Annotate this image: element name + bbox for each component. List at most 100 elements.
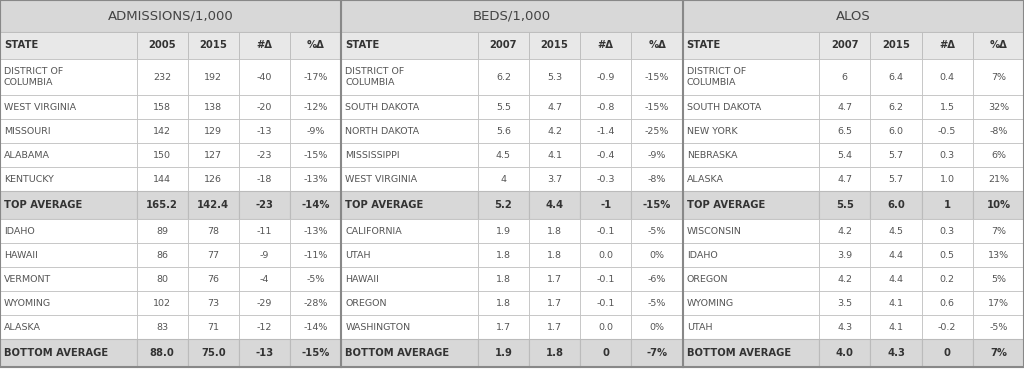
Text: 0.5: 0.5 — [940, 250, 954, 259]
Bar — [187, 267, 239, 291]
Text: BOTTOM AVERAGE: BOTTOM AVERAGE — [345, 348, 450, 358]
Text: 5.3: 5.3 — [547, 73, 562, 81]
Bar — [973, 119, 1024, 143]
Bar — [290, 219, 341, 243]
Bar — [290, 167, 341, 191]
Bar — [341, 119, 478, 143]
Text: -1: -1 — [600, 200, 611, 210]
Text: 4.4: 4.4 — [889, 250, 903, 259]
Bar — [870, 32, 922, 59]
Bar — [632, 219, 683, 243]
Bar — [973, 339, 1024, 367]
Text: WYOMING: WYOMING — [687, 299, 734, 307]
Bar — [136, 119, 187, 143]
Text: -5%: -5% — [648, 226, 667, 235]
Text: 142: 142 — [154, 127, 171, 135]
Text: 0: 0 — [602, 348, 609, 358]
Bar — [187, 59, 239, 95]
Text: 3.5: 3.5 — [838, 299, 852, 307]
Text: NORTH DAKOTA: NORTH DAKOTA — [345, 127, 420, 135]
Bar — [683, 339, 819, 367]
Text: 6.0: 6.0 — [889, 127, 903, 135]
Text: 83: 83 — [156, 323, 168, 332]
Text: -12: -12 — [257, 323, 272, 332]
Bar — [136, 32, 187, 59]
Text: 0.0: 0.0 — [598, 323, 613, 332]
Text: -40: -40 — [257, 73, 272, 81]
Text: 1.8: 1.8 — [547, 226, 562, 235]
Text: TOP AVERAGE: TOP AVERAGE — [687, 200, 765, 210]
Bar — [239, 339, 290, 367]
Text: WYOMING: WYOMING — [4, 299, 51, 307]
Text: -11%: -11% — [303, 250, 328, 259]
Text: #Δ: #Δ — [939, 40, 955, 50]
Bar — [870, 291, 922, 315]
Text: 6.2: 6.2 — [889, 102, 903, 111]
Bar — [529, 291, 581, 315]
Bar — [632, 191, 683, 219]
Bar — [239, 267, 290, 291]
Text: 1.9: 1.9 — [495, 348, 512, 358]
Bar — [187, 143, 239, 167]
Bar — [922, 291, 973, 315]
Text: 4.1: 4.1 — [889, 299, 903, 307]
Bar — [973, 191, 1024, 219]
Text: ADMISSIONS/1,000: ADMISSIONS/1,000 — [108, 10, 233, 23]
Text: 1.7: 1.7 — [547, 275, 562, 283]
Bar — [683, 315, 819, 339]
Text: 129: 129 — [205, 127, 222, 135]
Bar — [819, 339, 870, 367]
Bar — [478, 267, 529, 291]
Text: -15%: -15% — [645, 102, 670, 111]
Bar — [632, 32, 683, 59]
Bar — [187, 32, 239, 59]
Text: -15%: -15% — [643, 200, 672, 210]
Bar — [341, 59, 478, 95]
Bar — [239, 219, 290, 243]
Bar — [870, 267, 922, 291]
Text: VERMONT: VERMONT — [4, 275, 51, 283]
Bar — [478, 243, 529, 267]
Bar — [819, 191, 870, 219]
Text: IDAHO: IDAHO — [687, 250, 718, 259]
Text: -17%: -17% — [303, 73, 328, 81]
Text: -12%: -12% — [303, 102, 328, 111]
Text: 5%: 5% — [991, 275, 1006, 283]
Bar — [341, 267, 478, 291]
Bar — [632, 243, 683, 267]
Text: 0%: 0% — [649, 323, 665, 332]
Text: UTAH: UTAH — [345, 250, 371, 259]
Text: MISSISSIPPI: MISSISSIPPI — [345, 151, 400, 159]
Text: ALOS: ALOS — [836, 10, 870, 23]
Text: -20: -20 — [257, 102, 272, 111]
Bar — [973, 32, 1024, 59]
Text: 4.3: 4.3 — [838, 323, 852, 332]
Text: 0.0: 0.0 — [598, 250, 613, 259]
Bar — [341, 339, 478, 367]
Bar — [529, 167, 581, 191]
Bar — [819, 167, 870, 191]
Text: 17%: 17% — [988, 299, 1009, 307]
Text: 4.2: 4.2 — [547, 127, 562, 135]
Bar — [0, 167, 136, 191]
Bar — [973, 243, 1024, 267]
Text: HAWAII: HAWAII — [345, 275, 379, 283]
Bar — [239, 143, 290, 167]
Text: 127: 127 — [205, 151, 222, 159]
Text: 102: 102 — [154, 299, 171, 307]
Text: #Δ: #Δ — [598, 40, 613, 50]
Bar — [187, 291, 239, 315]
Text: OREGON: OREGON — [345, 299, 387, 307]
Bar — [632, 291, 683, 315]
Bar — [870, 315, 922, 339]
Text: 6.5: 6.5 — [838, 127, 852, 135]
Text: 0.2: 0.2 — [940, 275, 954, 283]
Text: 0.4: 0.4 — [940, 73, 954, 81]
Text: WASHINGTON: WASHINGTON — [345, 323, 411, 332]
Bar — [341, 315, 478, 339]
Text: -13%: -13% — [303, 175, 328, 184]
Bar — [922, 32, 973, 59]
Text: WISCONSIN: WISCONSIN — [687, 226, 741, 235]
Bar — [632, 315, 683, 339]
Bar — [341, 191, 478, 219]
